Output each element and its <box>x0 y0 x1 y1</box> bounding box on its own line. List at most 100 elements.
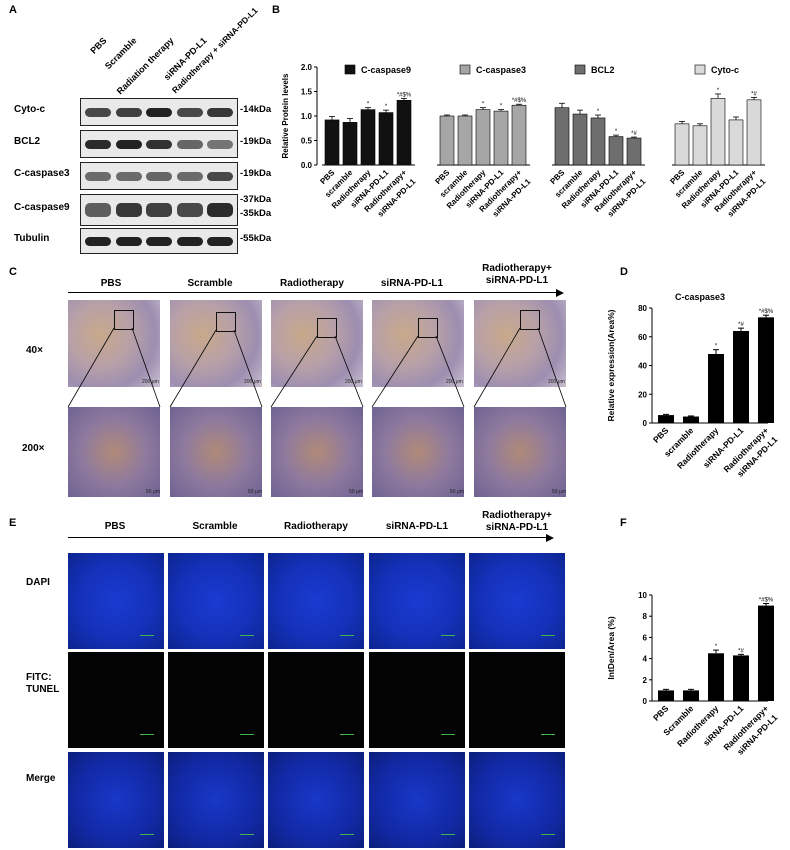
bar <box>608 136 624 166</box>
bar <box>710 98 726 166</box>
ihc-group-label: Radiotherapy+ <box>482 263 552 274</box>
bar <box>475 109 491 166</box>
significance-label: *# <box>738 322 744 328</box>
significance-label: *# <box>631 131 637 137</box>
tunel-group-label: Radiotherapy <box>284 521 348 532</box>
blot-band <box>146 203 172 217</box>
bar <box>683 690 699 701</box>
significance-label: * <box>385 104 388 110</box>
blot-band <box>176 203 203 217</box>
blot-band <box>85 108 111 117</box>
bar <box>733 655 749 701</box>
blot-band <box>115 140 142 149</box>
y-tick-label: 1.0 <box>301 112 313 121</box>
ihc-group-label: PBS <box>100 278 122 289</box>
zoom-region-box <box>520 310 540 330</box>
y-tick-label: 0.0 <box>301 161 313 170</box>
y-tick-label: 10 <box>638 591 647 600</box>
bar <box>324 119 340 166</box>
blot-band <box>146 172 172 181</box>
legend-label: C-caspase9 <box>361 65 411 75</box>
legend-swatch <box>459 64 471 75</box>
scale-bar <box>340 635 354 636</box>
blot-protein-label: Cyto-c <box>14 104 46 115</box>
blot-mw-label: -35kDa <box>240 208 272 219</box>
ihc-image-40x <box>372 300 464 387</box>
significance-label: * <box>482 102 485 108</box>
ihc-group-label: Scramble <box>187 278 233 289</box>
scale-bar <box>240 635 254 636</box>
bar <box>708 653 724 701</box>
blot-mw-label: -55kDa <box>240 233 272 244</box>
scale-bar <box>140 734 154 735</box>
scale-bar <box>541 834 555 835</box>
bar <box>457 115 473 166</box>
panel-letter-c: C <box>9 266 17 278</box>
y-tick-label: 80 <box>638 304 647 313</box>
y-axis-label: IntDen/Area (%) <box>606 616 616 679</box>
y-tick-label: 1.5 <box>301 88 313 97</box>
tunel-row-label: FITC: <box>26 672 52 683</box>
scale-bar-label: 50 μm <box>552 489 566 495</box>
blot-protein-label: Tubulin <box>14 233 50 244</box>
blot-band <box>146 140 172 149</box>
bar <box>658 415 674 423</box>
bar <box>758 605 774 701</box>
blot-strip <box>80 194 238 226</box>
legend-label: BCL2 <box>591 65 615 75</box>
scale-bar <box>541 635 555 636</box>
y-axis-label: Relative expression(Area%) <box>606 309 616 421</box>
fluorescence-image <box>168 652 264 748</box>
ihc-group-label: siRNA-PD-L1 <box>380 278 444 289</box>
significance-label: *#$% <box>397 92 412 98</box>
scale-bar <box>140 834 154 835</box>
blot-mw-label: -14kDa <box>240 104 272 115</box>
fluorescence-image <box>168 553 264 649</box>
scale-bar <box>140 635 154 636</box>
legend-swatch <box>574 64 586 75</box>
blot-protein-label: C-caspase9 <box>14 202 70 213</box>
panel-letter-e: E <box>9 517 17 529</box>
chart-title: C-caspase3 <box>675 292 725 302</box>
fluorescence-image <box>369 553 465 649</box>
zoom-region-box <box>216 312 236 332</box>
panel-letter-b: B <box>272 4 280 16</box>
bar <box>572 113 588 166</box>
y-tick-label: 2 <box>643 676 648 685</box>
ihc-group-label: Radiotherapy <box>280 278 344 289</box>
tunel-group-label: PBS <box>104 521 126 532</box>
bar <box>378 112 394 166</box>
ihc-image-200x <box>372 407 464 497</box>
ihc-group-label: siRNA-PD-L1 <box>485 275 549 286</box>
y-axis-label: Relative Protein levels <box>281 73 290 158</box>
bar <box>439 115 455 166</box>
significance-label: * <box>715 644 718 650</box>
ihc-image-40x <box>271 300 363 387</box>
significance-label: * <box>615 129 618 135</box>
blot-mw-label: -19kDa <box>240 168 272 179</box>
tunel-group-label: Radiotherapy+ <box>482 510 552 521</box>
y-tick-label: 0 <box>643 697 648 706</box>
bar <box>674 123 690 166</box>
blot-protein-label: BCL2 <box>14 136 41 147</box>
fluorescence-image <box>68 652 164 748</box>
y-tick-label: 6 <box>643 633 648 642</box>
blot-band <box>176 237 203 246</box>
y-tick-label: 4 <box>643 655 648 664</box>
y-tick-label: 0.5 <box>301 137 313 146</box>
ihc-image-200x <box>474 407 566 497</box>
scale-bar <box>441 834 455 835</box>
blot-band <box>207 203 233 217</box>
blot-mw-label: -37kDa <box>240 194 272 205</box>
scale-bar <box>441 635 455 636</box>
significance-label: * <box>500 104 503 110</box>
tunel-row-label: TUNEL <box>26 684 60 695</box>
significance-label: * <box>367 102 370 108</box>
bar <box>758 317 774 423</box>
group-arrow-line <box>68 537 548 538</box>
bar <box>626 137 642 166</box>
blot-protein-label: C-caspase3 <box>14 168 70 179</box>
significance-label: * <box>717 88 720 94</box>
scale-bar-label: 200 μm <box>142 379 159 385</box>
